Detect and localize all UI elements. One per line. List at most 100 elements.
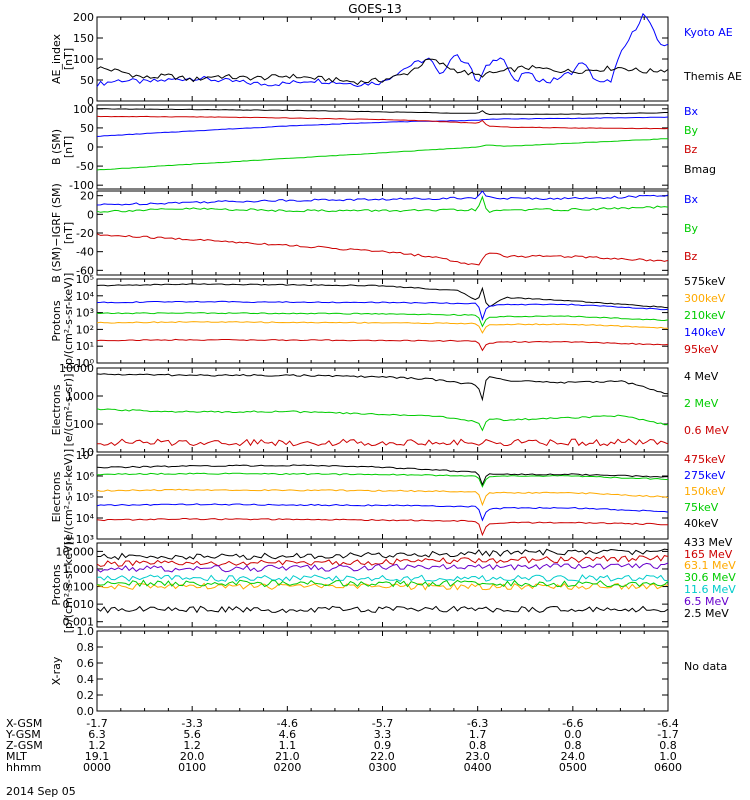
legend-475kev: 475keV xyxy=(684,453,726,466)
y-tick-label: -100 xyxy=(69,179,94,192)
ephemeris-table: X-GSM -1.7 -3.3 -4.6 -5.7 -6.3 -6.6 -6.4 Y-GSM 6.… xyxy=(5,717,682,774)
legend-433-mev: 433 MeV xyxy=(684,536,733,549)
y-tick-label: 0 xyxy=(87,95,94,108)
y-axis-label-line1: B (SM) xyxy=(50,129,63,165)
ephemeris-value: -6.4 xyxy=(657,717,678,730)
legend-bx: Bx xyxy=(684,193,699,206)
y-axis-label-line2: [nT] xyxy=(62,222,75,244)
series-line-140kev xyxy=(96,300,669,321)
ephemeris-value: 0000 xyxy=(83,761,111,774)
y-tick-label: 0 xyxy=(87,208,94,221)
ephemeris-row-hhmm: hhmm 0000 0100 0200 0300 0400 0500 0600 xyxy=(6,761,682,774)
y-tick-label: 10⁵ xyxy=(76,491,94,504)
series-line-433-mev xyxy=(97,548,669,561)
y-tick-label: 0.8 xyxy=(77,641,95,654)
legend-bmag: Bmag xyxy=(684,163,716,176)
series-line-300kev xyxy=(96,320,669,334)
y-axis-label-line2: [p/(cm²-s-sr-keV)] xyxy=(62,537,75,634)
y-tick-label: 10 xyxy=(80,446,94,459)
series-line-63-1-mev xyxy=(96,582,669,591)
legend-4-mev: 4 MeV xyxy=(684,370,719,383)
y-tick-label: 10.000 xyxy=(56,545,95,558)
ephemeris-value: 1.2 xyxy=(88,739,106,752)
y-tick-label: 1000 xyxy=(66,390,94,403)
ephemeris-value: -3.3 xyxy=(181,717,202,730)
ephemeris-value: 0300 xyxy=(369,761,397,774)
legend-210kev: 210keV xyxy=(684,309,726,322)
panel-frame xyxy=(96,104,669,190)
y-axis-label-line1: Protons xyxy=(50,300,63,341)
y-axis-label: B (SM)−IGRF (SM)[nT] xyxy=(50,183,75,283)
ephemeris-value: 0.8 xyxy=(659,739,677,752)
ephemeris-value: 19.1 xyxy=(85,750,110,763)
series-line-11-6-mev xyxy=(96,574,669,582)
series-line-0-6-mev xyxy=(96,438,669,447)
y-tick-label: 10⁷ xyxy=(76,449,94,462)
series-line-150kev xyxy=(96,488,669,507)
y-axis-label-line2: [e/(cm²-s-sr)] xyxy=(62,374,75,447)
ephemeris-value: -4.6 xyxy=(277,717,298,730)
y-axis-label-line1: Protons xyxy=(50,564,63,605)
ephemeris-label: Z-GSM xyxy=(6,739,43,752)
panel-frame xyxy=(96,190,669,276)
ephemeris-value: 22.0 xyxy=(370,750,395,763)
y-tick-label: 10² xyxy=(76,323,94,336)
y-tick-label: 0.001 xyxy=(63,616,95,629)
ephemeris-value: 4.6 xyxy=(279,728,297,741)
y-axis-label-line2: [nT] xyxy=(62,136,75,158)
legend-bx: Bx xyxy=(684,105,699,118)
legend-30-6-mev: 30.6 MeV xyxy=(684,571,736,584)
ephemeris-label: Y-GSM xyxy=(5,728,41,741)
panel-frame xyxy=(96,367,669,453)
ephemeris-value: 24.0 xyxy=(561,750,586,763)
legend-kyoto-ae: Kyoto AE xyxy=(684,26,733,39)
series-line-by xyxy=(96,138,669,171)
series-line-575kev xyxy=(96,283,669,309)
ephemeris-value: 1.7 xyxy=(469,728,487,741)
series-line-6-5-mev xyxy=(96,562,669,573)
series-line-40kev xyxy=(96,464,669,487)
y-tick-label: 100 xyxy=(73,418,94,431)
ephemeris-value: 0200 xyxy=(273,761,301,774)
series-line-75kev xyxy=(97,472,669,488)
y-axis-label: B (SM)[nT] xyxy=(50,129,75,165)
no-data-label: No data xyxy=(684,660,727,673)
y-tick-label: 10⁰ xyxy=(76,357,95,370)
y-tick-label: 0.2 xyxy=(77,689,95,702)
ephemeris-value: -6.3 xyxy=(467,717,488,730)
legend-140kev: 140keV xyxy=(684,326,726,339)
legend-95kev: 95keV xyxy=(684,343,719,356)
legend-300kev: 300keV xyxy=(684,292,726,305)
series-line-2-mev xyxy=(96,408,669,432)
ephemeris-value: 21.0 xyxy=(275,750,300,763)
series-line-475kev xyxy=(96,518,668,537)
panel-bigrf: -60 -40 -20 0 20 B (SM)−IGRF (SM)[nT] Bx By Bz xyxy=(50,183,699,283)
panel-protons_mev: 0.0010.0100.1001.00010.000Protons[p/(cm²… xyxy=(50,536,736,633)
ephemeris-value: 0.9 xyxy=(374,739,392,752)
panel-xray: 0.0 0.2 0.4 0.6 0.8 1.0 X-ray xyxy=(50,625,669,718)
legend-150kev: 150keV xyxy=(684,485,726,498)
y-tick-label: 0.6 xyxy=(77,657,95,670)
y-axis-label-line1: B (SM)−IGRF (SM) xyxy=(50,183,63,283)
series-line-30-6-mev xyxy=(96,579,669,588)
ephemeris-value: 0500 xyxy=(559,761,587,774)
series-line-bx xyxy=(96,190,669,206)
series-line-themis-ae xyxy=(96,58,669,86)
ephemeris-label: X-GSM xyxy=(6,717,42,730)
ephemeris-row-z-gsm: Z-GSM 1.2 1.2 1.1 0.9 0.8 0.8 0.8 xyxy=(6,739,677,752)
y-tick-label: 10³ xyxy=(76,533,94,546)
legend-75kev: 75keV xyxy=(684,501,719,514)
y-tick-label: 100 xyxy=(73,103,94,116)
y-tick-label: 100 xyxy=(73,53,94,66)
y-axis-label: X-ray xyxy=(50,656,63,685)
y-tick-label: 10³ xyxy=(76,307,94,320)
ephemeris-value: 0.8 xyxy=(564,739,582,752)
legend-2-5-mev: 2.5 MeV xyxy=(684,607,729,620)
ephemeris-row-x-gsm: X-GSM -1.7 -3.3 -4.6 -5.7 -6.3 -6.6 -6.4 xyxy=(6,717,679,730)
ephemeris-value: 0.8 xyxy=(469,739,487,752)
series-line-165-mev xyxy=(96,555,669,567)
series-line-bmag xyxy=(97,108,668,116)
ephemeris-value: 0.0 xyxy=(564,728,582,741)
series-line-by xyxy=(96,195,669,213)
